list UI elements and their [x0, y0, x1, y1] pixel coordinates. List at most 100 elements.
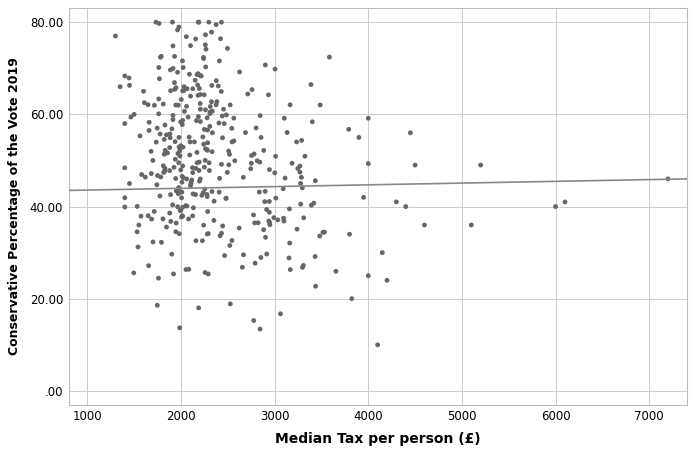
Point [254, 112, 265, 119]
Point [245, 165, 256, 173]
Point [204, 123, 215, 130]
Point [309, 253, 320, 260]
Point [214, 175, 225, 182]
Point [149, 102, 160, 109]
Point [152, 124, 163, 132]
Point [166, 125, 177, 133]
Point [164, 144, 175, 151]
Point [315, 101, 326, 109]
Point [197, 189, 208, 197]
Point [167, 42, 179, 49]
Point [220, 194, 231, 202]
Point [164, 209, 175, 217]
Point [170, 138, 181, 145]
Point [291, 138, 302, 146]
Point [167, 65, 179, 72]
Point [172, 203, 183, 210]
Point [199, 157, 211, 164]
Point [133, 243, 144, 251]
Point [177, 57, 188, 64]
Point [198, 54, 209, 61]
Point [213, 188, 224, 196]
Point [177, 121, 188, 128]
Point [269, 169, 280, 177]
Point [165, 191, 176, 198]
Point [238, 174, 249, 181]
Point [248, 211, 259, 218]
Point [179, 83, 190, 90]
Point [200, 106, 211, 114]
Point [152, 181, 163, 188]
Point [190, 35, 201, 43]
Point [193, 304, 204, 311]
Point [270, 153, 281, 160]
Point [284, 254, 295, 262]
Point [129, 111, 140, 118]
Point [176, 194, 187, 202]
Point [194, 85, 205, 92]
Point [179, 108, 190, 115]
Point [195, 106, 206, 113]
Point [110, 32, 121, 39]
Point [190, 77, 201, 84]
Point [309, 199, 320, 207]
Point [205, 103, 216, 110]
Point [144, 118, 155, 126]
Point [183, 266, 195, 273]
Point [254, 326, 265, 333]
Point [134, 132, 145, 139]
Point [194, 158, 205, 166]
Point [248, 317, 259, 324]
Point [115, 83, 126, 90]
Point [167, 19, 178, 26]
Point [284, 205, 295, 212]
Point [297, 262, 309, 269]
Point [343, 126, 354, 133]
Point [238, 251, 249, 258]
Point [363, 160, 374, 167]
Point [177, 173, 188, 180]
Point [193, 70, 204, 77]
Point [153, 110, 164, 118]
Point [145, 148, 156, 155]
Point [279, 174, 291, 182]
Point [177, 188, 188, 196]
Point [199, 269, 211, 276]
Point [221, 111, 232, 118]
Point [195, 91, 206, 98]
Point [475, 162, 486, 169]
Point [258, 147, 269, 154]
Point [203, 270, 214, 277]
Point [263, 217, 275, 225]
Point [162, 149, 173, 157]
Point [136, 171, 147, 178]
Point [176, 213, 187, 221]
Point [297, 264, 308, 271]
Point [559, 198, 571, 206]
Point [165, 218, 177, 225]
Point [173, 159, 184, 166]
Point [124, 180, 135, 187]
Point [261, 206, 272, 213]
Point [192, 81, 203, 89]
Point [120, 164, 131, 172]
Point [120, 72, 131, 79]
Y-axis label: Conservative Percentage of the Vote 2019: Conservative Percentage of the Vote 2019 [8, 58, 22, 355]
Point [164, 167, 175, 174]
Point [306, 202, 317, 209]
Point [151, 138, 162, 146]
Point [172, 150, 183, 157]
Point [168, 164, 179, 171]
Point [198, 55, 209, 62]
Point [222, 45, 233, 52]
Point [161, 223, 172, 231]
Point [169, 86, 180, 93]
Point [159, 165, 170, 172]
Point [195, 175, 206, 183]
Point [188, 190, 199, 197]
Point [200, 63, 211, 70]
Point [346, 295, 357, 302]
Point [217, 222, 228, 230]
Point [202, 139, 213, 146]
Point [314, 232, 325, 240]
